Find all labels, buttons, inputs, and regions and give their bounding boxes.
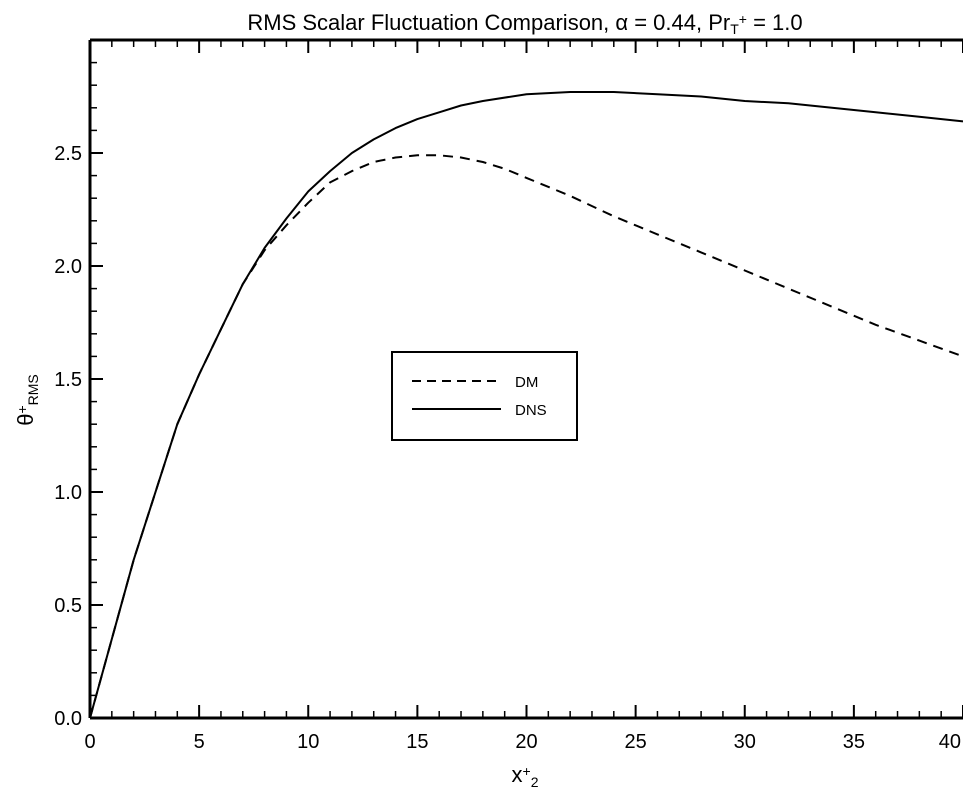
- y-tick-label: 2.5: [54, 143, 82, 165]
- title-pr-sub: T: [730, 21, 739, 37]
- series-line-dns: [89, 91, 963, 719]
- x-axis-label-base: x: [512, 762, 523, 787]
- y-axis-label-sub: RMS: [25, 374, 41, 405]
- y-tick-label: 0.5: [54, 595, 82, 617]
- y-axis-label-sup: +: [14, 405, 30, 413]
- title-main: RMS Scalar Fluctuation Comparison,: [247, 10, 615, 35]
- y-tick-label: 2.0: [54, 256, 82, 278]
- y-tick-label: 1.5: [54, 369, 82, 391]
- x-axis-label-sup: +: [523, 763, 531, 779]
- y-tick-label: 0.0: [54, 708, 82, 730]
- x-tick-label: 15: [406, 731, 428, 753]
- legend-label-dm: DM: [515, 374, 538, 391]
- x-axis-label: x+2: [512, 762, 539, 790]
- x-tick-label: 30: [734, 731, 756, 753]
- y-tick-label: 1.0: [54, 482, 82, 504]
- y-axis-label: θ+RMS: [13, 374, 41, 426]
- axis-ticks: [89, 40, 963, 719]
- chart-title: RMS Scalar Fluctuation Comparison, α = 0…: [247, 10, 802, 37]
- tick-labels: 0 5 10 15 20 25 30 35 40 0.0 0.5 1.0 1.5 2.0 2.5: [54, 143, 961, 753]
- x-tick-label: 40: [939, 731, 961, 753]
- x-tick-label: 25: [625, 731, 647, 753]
- series-layer: [89, 91, 963, 719]
- title-alpha-eq: = 0.44, Pr: [628, 10, 730, 35]
- x-tick-label: 20: [515, 731, 537, 753]
- x-tick-label: 35: [843, 731, 865, 753]
- y-axis-label-base: θ: [13, 414, 38, 426]
- x-tick-label: 0: [84, 731, 95, 753]
- title-alpha: α: [615, 10, 628, 35]
- legend-label-dns: DNS: [515, 402, 547, 419]
- title-pr-eq: = 1.0: [747, 10, 803, 35]
- title-pr-sup: +: [739, 11, 747, 27]
- legend-box: [391, 351, 578, 441]
- x-tick-label: 10: [297, 731, 319, 753]
- legend: DM DNS: [391, 351, 578, 441]
- x-axis-label-sub: 2: [531, 774, 539, 790]
- x-tick-label: 5: [194, 731, 205, 753]
